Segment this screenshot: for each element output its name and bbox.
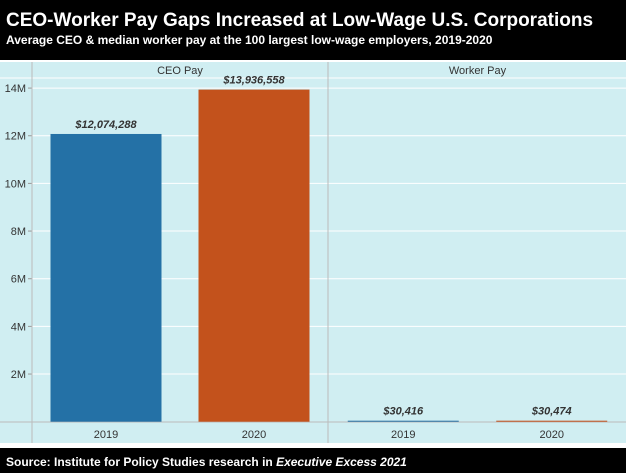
x-tick-label: 2020 bbox=[540, 429, 564, 441]
chart-title: CEO-Worker Pay Gaps Increased at Low-Wag… bbox=[6, 10, 593, 31]
panel-header-ceo-pay: CEO Pay bbox=[157, 65, 203, 77]
data-label: $12,074,288 bbox=[74, 119, 137, 131]
y-tick-label: 10M bbox=[5, 178, 26, 190]
y-tick-label: 8M bbox=[11, 226, 26, 238]
title-bar bbox=[0, 0, 626, 60]
y-tick-label: 14M bbox=[5, 83, 26, 95]
bar-worker-pay-2020 bbox=[496, 420, 608, 422]
source-note: Source: Institute for Policy Studies res… bbox=[6, 455, 407, 469]
data-label: $30,474 bbox=[531, 406, 572, 418]
x-tick-label: 2020 bbox=[242, 429, 266, 441]
x-tick-label: 2019 bbox=[391, 429, 415, 441]
y-tick-label: 6M bbox=[11, 274, 26, 286]
data-label: $30,416 bbox=[382, 406, 424, 418]
bar-worker-pay-2019 bbox=[347, 420, 459, 422]
footer-bar bbox=[0, 448, 626, 473]
y-tick-label: 12M bbox=[5, 131, 26, 143]
bar-ceo-pay-2019 bbox=[50, 133, 162, 422]
y-tick-label: 4M bbox=[11, 321, 26, 333]
data-label: $13,936,558 bbox=[222, 75, 285, 87]
chart-subtitle: Average CEO & median worker pay at the 1… bbox=[6, 33, 493, 47]
panel-header-worker-pay: Worker Pay bbox=[449, 65, 507, 77]
source-publication: Executive Excess 2021 bbox=[276, 455, 407, 469]
bar-ceo-pay-2020 bbox=[198, 89, 310, 422]
x-tick-label: 2019 bbox=[94, 429, 118, 441]
source-prefix: Source: Institute for Policy Studies res… bbox=[6, 455, 276, 469]
y-tick-label: 2M bbox=[11, 369, 26, 381]
